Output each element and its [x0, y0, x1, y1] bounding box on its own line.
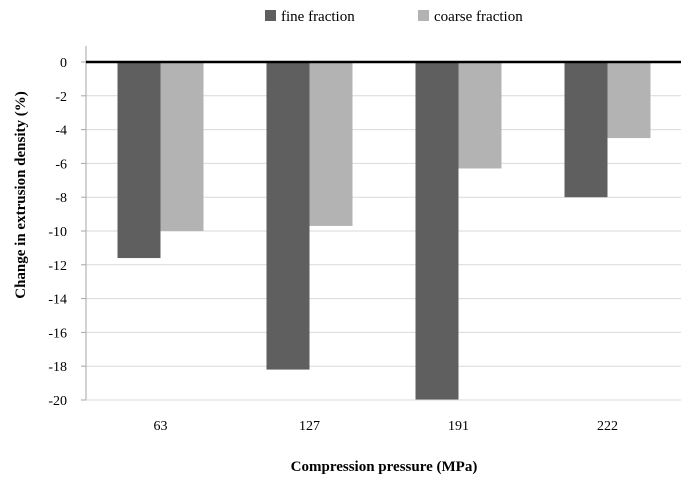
bar-fine-fraction-191	[415, 62, 459, 400]
x-tick-labels: 63 127 191 222	[154, 419, 619, 434]
bar-fine-fraction-222	[564, 62, 608, 198]
bar-coarse-fraction-63	[160, 62, 204, 231]
y-tick-label: -14	[48, 293, 67, 308]
y-tick-labels: 0 -2 -4 -6 -8 -10 -12 -14 -16 -18 -20	[48, 56, 67, 409]
y-tick-label: -20	[48, 394, 67, 409]
legend-swatch	[418, 10, 429, 21]
y-tick-label: -10	[48, 225, 67, 240]
bars	[117, 62, 651, 400]
x-tick-label: 127	[299, 419, 320, 434]
y-tick-label: -2	[55, 90, 67, 105]
x-tick-label: 222	[597, 419, 618, 434]
legend-swatch	[265, 10, 276, 21]
y-tick-label: 0	[60, 56, 67, 71]
y-tick-label: -16	[48, 326, 67, 341]
bar-fine-fraction-127	[266, 62, 310, 370]
y-axis-title: Change in extrusion density (%)	[13, 91, 29, 299]
axes	[81, 46, 681, 401]
legend-label: coarse fraction	[434, 9, 523, 25]
x-axis-title: Compression pressure (MPa)	[291, 459, 478, 475]
bar-coarse-fraction-222	[607, 62, 651, 139]
bar-fine-fraction-63	[117, 62, 161, 259]
y-tick-label: -18	[48, 360, 67, 375]
bar-coarse-fraction-127	[309, 62, 353, 226]
legend-label: fine fraction	[281, 9, 355, 25]
x-tick-label: 63	[154, 419, 168, 434]
legend: fine fraction coarse fraction	[265, 9, 523, 25]
y-tick-label: -6	[55, 157, 67, 172]
y-tick-label: -12	[48, 259, 67, 274]
bar-coarse-fraction-191	[458, 62, 502, 169]
y-tick-label: -4	[55, 124, 67, 139]
x-tick-label: 191	[448, 419, 469, 434]
y-tick-label: -8	[55, 191, 67, 206]
